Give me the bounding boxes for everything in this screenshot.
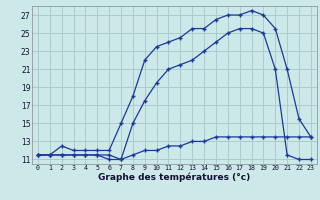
- X-axis label: Graphe des températures (°c): Graphe des températures (°c): [98, 173, 251, 182]
